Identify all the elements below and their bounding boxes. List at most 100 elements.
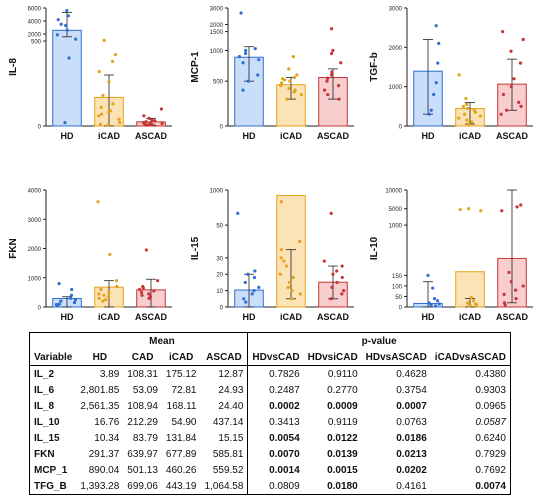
data-point	[257, 58, 261, 62]
data-point	[465, 118, 469, 122]
data-point	[279, 200, 283, 204]
value-cell: 0.0763	[396, 416, 427, 428]
value-cell: 24.93	[218, 384, 244, 396]
data-point	[107, 80, 111, 84]
variable-cell: FKN	[34, 448, 55, 460]
value-cell: 0.2487	[247, 382, 304, 398]
data-point	[246, 272, 250, 276]
data-point	[429, 108, 433, 112]
value-cell: 699.06	[127, 480, 158, 492]
data-point	[118, 121, 122, 125]
data-point	[237, 55, 241, 59]
data-point	[279, 256, 283, 260]
y-axis-label: IL-10	[369, 236, 380, 260]
data-point	[100, 112, 104, 116]
data-point	[253, 46, 257, 51]
column-header: iCAD	[161, 349, 201, 366]
data-point	[435, 299, 440, 303]
x-tick-label: ASCAD	[496, 312, 529, 322]
y-tick-label: 100	[392, 284, 403, 290]
data-point	[288, 79, 292, 83]
data-point	[280, 81, 284, 85]
data-point	[519, 203, 523, 207]
data-point	[117, 117, 121, 121]
value-cell: 0.0587	[475, 416, 506, 428]
data-point	[292, 90, 296, 94]
data-point	[279, 248, 284, 252]
value-cell: 16.76	[94, 416, 120, 428]
y-tick-label: 500	[31, 40, 42, 46]
data-point	[139, 290, 144, 294]
data-point	[517, 100, 521, 104]
y-tick-label: 0	[38, 306, 42, 312]
data-point	[340, 275, 344, 280]
table-row: IL_6 2,801.85 53.09 72.81 24.93 0.2487 0.2770 0…	[30, 382, 511, 398]
data-point	[65, 28, 69, 32]
y-tick-label: 1000	[210, 189, 224, 195]
data-point	[97, 70, 101, 74]
x-tick-label: iCAD	[459, 131, 481, 141]
data-point	[342, 289, 346, 293]
data-point	[114, 279, 119, 283]
data-point	[322, 88, 327, 92]
value-cell: 53.09	[132, 384, 158, 396]
x-tick-label: ASCAD	[135, 131, 168, 141]
data-point	[104, 298, 108, 302]
x-tick-label: iCAD	[459, 312, 481, 322]
x-tick-label: ASCAD	[317, 312, 350, 322]
data-point	[256, 73, 260, 77]
x-tick-label: iCAD	[98, 312, 120, 322]
y-tick-label: 2000	[28, 32, 42, 38]
data-point	[287, 67, 291, 71]
data-point	[279, 84, 283, 88]
data-point	[145, 123, 149, 127]
data-point	[102, 293, 106, 297]
value-cell: 10.34	[94, 432, 120, 444]
value-cell: 0.7826	[247, 365, 304, 382]
data-point	[471, 299, 476, 303]
data-point	[64, 23, 68, 28]
data-point	[113, 53, 118, 57]
data-point	[509, 49, 513, 53]
data-point	[298, 239, 302, 244]
data-point	[470, 120, 474, 124]
data-point	[465, 301, 470, 305]
value-cell: 168.11	[166, 400, 197, 412]
data-point	[434, 24, 438, 28]
y-tick-label: 4000	[28, 19, 42, 25]
data-point	[431, 286, 435, 290]
value-cell: 3.89	[99, 368, 120, 380]
value-cell: 0.0202	[396, 464, 427, 476]
data-point	[290, 289, 294, 293]
data-point	[107, 110, 111, 115]
data-point	[252, 275, 257, 280]
data-point	[329, 27, 334, 31]
data-point	[110, 59, 115, 64]
data-point	[434, 81, 438, 85]
value-cell: 83.79	[132, 432, 158, 444]
data-point	[246, 79, 250, 83]
data-point	[250, 292, 254, 296]
y-tick-label: 30	[216, 256, 223, 262]
data-point	[244, 48, 248, 53]
data-point	[63, 121, 67, 125]
value-cell: 0.4161	[396, 480, 427, 492]
y-tick-label: 2000	[389, 46, 403, 52]
y-tick-label: 3000	[28, 218, 42, 224]
data-point	[465, 102, 469, 106]
data-point	[290, 297, 294, 301]
value-cell: 0.6240	[475, 432, 506, 444]
x-tick-label: ASCAD	[317, 131, 350, 141]
column-header: HDvsiCAD	[303, 349, 362, 366]
value-cell: 0.9303	[475, 384, 506, 396]
data-point	[325, 79, 329, 83]
data-point	[150, 123, 154, 127]
data-point	[144, 248, 148, 252]
data-point	[73, 298, 78, 302]
data-point	[147, 296, 151, 300]
y-axis-label: MCP-1	[190, 51, 201, 83]
y-tick-label: 2000	[28, 247, 42, 253]
data-point	[467, 304, 471, 308]
data-point	[147, 116, 151, 120]
data-point	[461, 104, 466, 108]
